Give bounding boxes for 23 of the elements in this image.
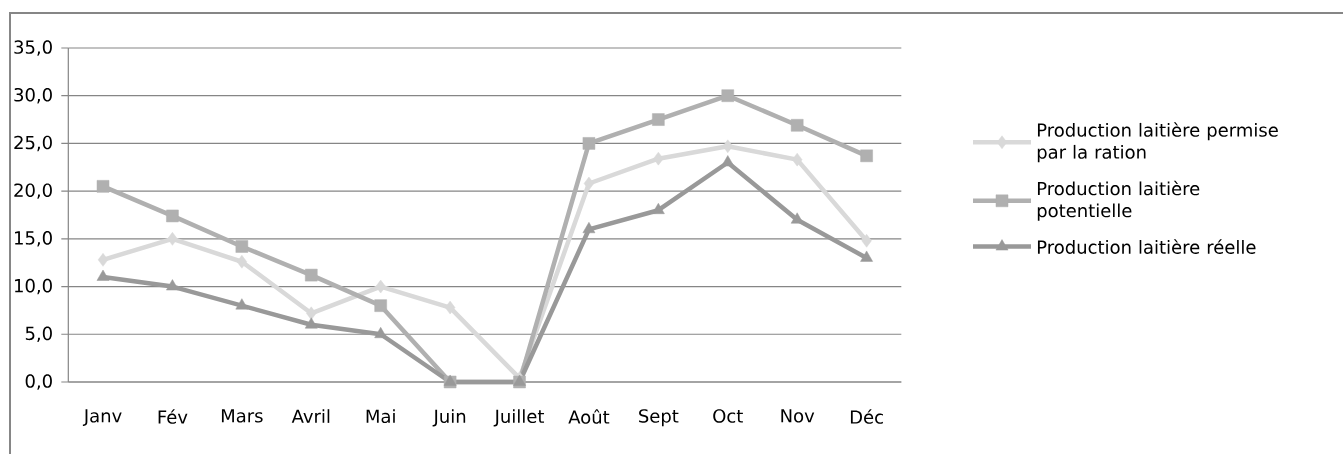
y-tick-label: 0,0 <box>25 374 52 390</box>
x-tick-label: Nov <box>781 409 815 423</box>
y-tick-label: 25,0 <box>14 135 52 152</box>
x-tick-label: Janv <box>82 409 122 426</box>
x-tick-label: Juin <box>432 409 466 427</box>
x-tick-label: Juillet <box>493 409 545 427</box>
x-tick-label: Août <box>568 409 610 424</box>
x-tick-label: Déc <box>850 409 883 424</box>
y-tick-label: 15,0 <box>15 231 52 247</box>
x-tick-label: Avril <box>291 409 330 423</box>
x-tick-label: Mai <box>366 409 395 424</box>
y-tick-label: 20,0 <box>14 183 52 199</box>
x-tick-label: Mars <box>221 409 263 423</box>
y-tick-label: 35,0 <box>14 40 52 56</box>
x-tick-label: Fév <box>158 409 188 424</box>
x-tick-label: Sept <box>639 409 679 427</box>
y-tick-label: 30,0 <box>14 87 52 104</box>
x-tick-label: Oct <box>713 409 743 423</box>
legend-label: Production laitière réelle <box>1037 239 1256 254</box>
y-tick-label: 5,0 <box>25 326 52 342</box>
legend-label: Production laitière permise par la ration <box>1037 122 1278 163</box>
legend-label: Production laitière potentielle <box>1037 180 1200 221</box>
y-tick-label: 10,0 <box>15 278 52 295</box>
